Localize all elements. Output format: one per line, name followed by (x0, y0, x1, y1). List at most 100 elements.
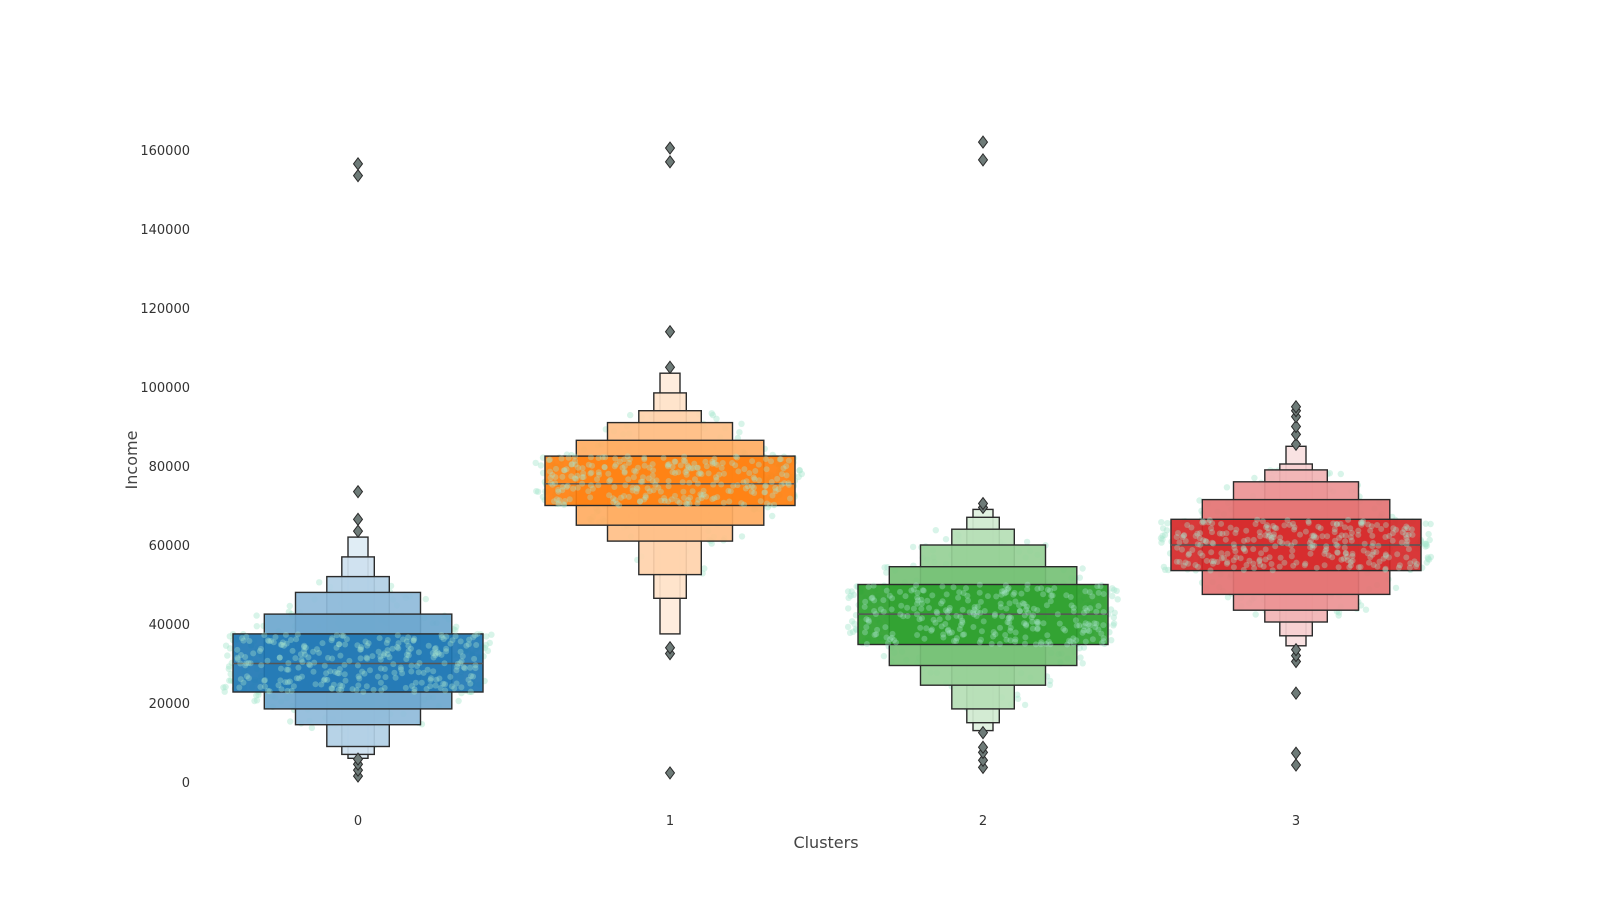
swarm-point (1076, 645, 1083, 652)
swarm-point-overlay (1098, 640, 1105, 646)
swarm-point-overlay (863, 641, 870, 647)
swarm-point-overlay (283, 640, 290, 647)
swarm-point (909, 543, 917, 551)
swarm-point-overlay (587, 454, 594, 461)
swarm-point-overlay (998, 591, 1005, 598)
swarm-point-overlay (992, 611, 998, 618)
swarm-point-overlay (1256, 558, 1263, 565)
swarm-point-overlay (384, 647, 391, 654)
swarm-point-overlay (1095, 603, 1102, 609)
swarm-point-overlay (996, 641, 1003, 647)
swarm-point-overlay (709, 496, 716, 503)
swarm-point (932, 527, 939, 534)
swarm-point-overlay (459, 653, 466, 660)
swarm-point-overlay (234, 654, 241, 661)
swarm-point-overlay (1335, 564, 1342, 571)
swarm-point-overlay (978, 636, 984, 643)
swarm-point-overlay (665, 461, 672, 468)
swarm-point-overlay (342, 677, 349, 684)
swarm-point-overlay (1222, 536, 1229, 543)
swarm-point-overlay (1054, 611, 1061, 618)
swarm-point-overlay (1176, 558, 1183, 565)
swarm-point-overlay (871, 631, 878, 638)
swarm-point-overlay (709, 460, 716, 467)
swarm-point (1423, 540, 1430, 547)
swarm-point-overlay (940, 634, 947, 641)
swarm-point-overlay (301, 643, 307, 650)
swarm-point-overlay (1210, 558, 1217, 565)
swarm-point-overlay (394, 632, 401, 639)
swarm-point (225, 665, 232, 673)
swarm-point-overlay (713, 477, 720, 483)
swarm-point-overlay (262, 683, 268, 690)
swarm-point-overlay (428, 675, 434, 682)
swarm-point-overlay (284, 679, 291, 686)
swarm-point-overlay (437, 685, 444, 691)
swarm-point-overlay (563, 466, 570, 473)
swarm-point-overlay (1044, 586, 1051, 593)
outlier-point (664, 141, 676, 155)
swarm-point-overlay (438, 651, 445, 658)
swarm-point-overlay (1301, 562, 1308, 569)
swarm-point (222, 683, 229, 691)
swarm-point-overlay (683, 471, 690, 478)
swarm-point-overlay (665, 483, 672, 490)
swarm-point-overlay (1012, 636, 1019, 643)
swarm-point-overlay (661, 497, 668, 504)
swarm-point-overlay (1399, 529, 1406, 536)
swarm-point-overlay (1398, 539, 1405, 546)
swarm-point-overlay (1404, 538, 1411, 544)
swarm-point-overlay (355, 682, 362, 689)
swarm-point-overlay (564, 482, 571, 489)
swarm-point-overlay (335, 686, 342, 693)
swarm-point-overlay (561, 467, 567, 474)
swarm-point-overlay (944, 627, 951, 634)
swarm-point-overlay (1073, 637, 1080, 644)
swarm-point-overlay (383, 640, 390, 646)
swarm-point-overlay (391, 669, 398, 676)
swarm-point-overlay (1266, 532, 1273, 539)
swarm-point-overlay (1406, 564, 1413, 571)
swarm-point-overlay (390, 661, 397, 668)
swarm-point-overlay (1223, 530, 1230, 537)
swarm-point-overlay (306, 661, 312, 668)
swarm-point-overlay (695, 496, 702, 503)
swarm-point-overlay (700, 487, 707, 494)
swarm-point-overlay (965, 597, 971, 604)
swarm-point-overlay (684, 462, 691, 469)
swarm-point-overlay (984, 593, 991, 600)
swarm-point-overlay (676, 499, 683, 506)
swarm-point-overlay (1309, 542, 1316, 549)
swarm-point-overlay (618, 494, 624, 501)
swarm-point-overlay (1007, 627, 1014, 634)
swarm-point-overlay (237, 676, 244, 683)
swarm-point-overlay (310, 668, 317, 675)
y-tick-label: 140000 (140, 223, 190, 238)
swarm-point-overlay (1173, 558, 1180, 565)
swarm-point-overlay (394, 644, 401, 650)
swarm-point-overlay (629, 487, 636, 494)
swarm-point-overlay (886, 592, 893, 599)
swarm-point-overlay (880, 597, 887, 604)
swarm-point-overlay (1394, 551, 1401, 558)
swarm-point-overlay (649, 461, 656, 468)
swarm-point-overlay (282, 679, 289, 686)
swarm-point-overlay (572, 453, 578, 460)
swarm-point-overlay (649, 472, 656, 479)
swarm-point (253, 612, 260, 619)
swarm-point-overlay (1185, 551, 1192, 558)
swarm-point-overlay (276, 654, 283, 661)
swarm-point-overlay (405, 642, 412, 649)
swarm-point-overlay (871, 597, 878, 604)
swarm-point-overlay (1257, 533, 1264, 540)
swarm-point-overlay (1407, 560, 1414, 567)
swarm-point-overlay (1358, 519, 1365, 526)
swarm-point-overlay (1097, 583, 1104, 590)
swarm-point (534, 488, 542, 495)
swarm-point-overlay (367, 667, 373, 674)
swarm-point-overlay (1402, 531, 1409, 538)
swarm-point-overlay (698, 495, 705, 502)
swarm-point-overlay (616, 458, 623, 465)
swarm-point-overlay (1209, 520, 1216, 527)
swarm-point-overlay (997, 624, 1003, 631)
